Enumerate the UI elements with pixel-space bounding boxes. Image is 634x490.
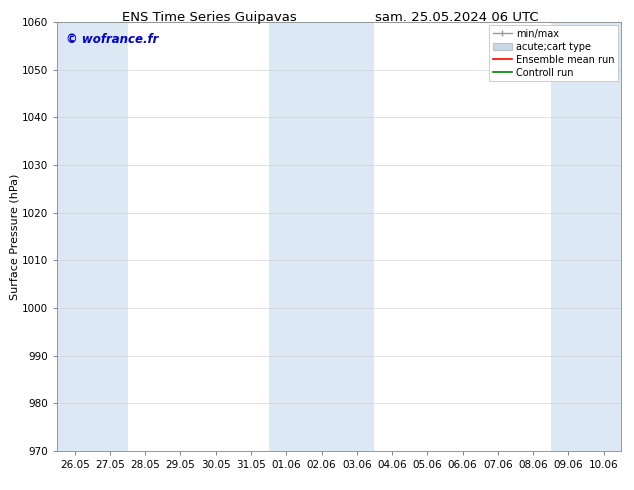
- Text: sam. 25.05.2024 06 UTC: sam. 25.05.2024 06 UTC: [375, 11, 538, 24]
- Text: © wofrance.fr: © wofrance.fr: [65, 33, 158, 46]
- Y-axis label: Surface Pressure (hPa): Surface Pressure (hPa): [9, 173, 19, 299]
- Legend: min/max, acute;cart type, Ensemble mean run, Controll run: min/max, acute;cart type, Ensemble mean …: [489, 25, 618, 81]
- Bar: [551, 22, 621, 451]
- Bar: [269, 22, 375, 451]
- Bar: [57, 22, 127, 451]
- Text: ENS Time Series Guipavas: ENS Time Series Guipavas: [122, 11, 297, 24]
